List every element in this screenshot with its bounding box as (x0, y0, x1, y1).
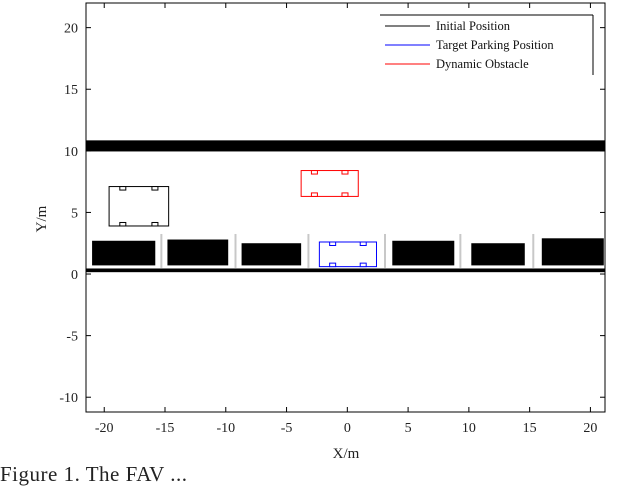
parked-car (392, 240, 455, 266)
y-tick-label: 0 (71, 268, 78, 283)
dynamic-obstacle-wheel (310, 170, 318, 175)
initial-position-wheel (151, 186, 159, 191)
y-tick-label: 5 (71, 206, 78, 221)
initial-position-body (108, 186, 170, 227)
target-parking-position-body (318, 241, 377, 268)
legend-label-initial-position: Initial Position (436, 19, 511, 33)
x-tick-label: -10 (216, 421, 235, 436)
dynamic-obstacle-wheel (310, 192, 318, 197)
parked-car (541, 238, 604, 266)
y-axis-label: Y/m (34, 205, 50, 232)
axes: X/m Y/m -20 -15 -10 -5 0 5 10 15 20 -10 -5 0 5 10 15 20 (34, 2, 606, 462)
x-tick-label: 5 (405, 421, 412, 436)
parked-car (92, 240, 156, 266)
x-tick-label: 0 (344, 421, 351, 436)
y-tick-label: 15 (64, 83, 78, 98)
x-axis-label: X/m (333, 446, 360, 462)
target-parking-position-wheel (329, 262, 337, 268)
parked-car (471, 243, 525, 266)
initial-position-wheel (151, 221, 159, 227)
y-tick-label: 10 (64, 145, 78, 160)
x-tick-label: -5 (281, 421, 293, 436)
initial-position-wheel (119, 221, 127, 227)
x-tick-label: -20 (95, 421, 114, 436)
lower-road-boundary (86, 268, 605, 273)
legend-label-dynamic-obstacle: Dynamic Obstacle (436, 57, 529, 71)
x-tick-label: 15 (523, 421, 537, 436)
y-tick-label: -5 (66, 330, 78, 345)
upper-road-boundary (86, 140, 605, 152)
legend-label-target-parking-position: Target Parking Position (436, 38, 554, 52)
figure-caption: Figure 1. The FAV ... (0, 462, 188, 486)
x-tick-label: 10 (462, 421, 476, 436)
y-tick-label: 20 (64, 22, 78, 37)
plot-area (86, 140, 605, 273)
x-tick-label: 20 (583, 421, 597, 436)
parked-car (241, 243, 302, 266)
target-parking-position-wheel (359, 262, 367, 268)
dynamic-obstacle-body (300, 170, 359, 197)
dynamic-obstacle-wheel (341, 170, 349, 175)
y-tick-label: -10 (59, 391, 78, 406)
axes-frame (85, 2, 606, 413)
x-tick-label: -15 (156, 421, 175, 436)
target-parking-position-wheel (359, 241, 367, 246)
target-parking-position-wheel (329, 241, 337, 246)
initial-position-wheel (119, 186, 127, 191)
lane-gap (87, 227, 604, 234)
legend: Initial Position Target Parking Position… (380, 14, 594, 75)
parked-car (167, 239, 229, 266)
dynamic-obstacle-wheel (341, 192, 349, 197)
